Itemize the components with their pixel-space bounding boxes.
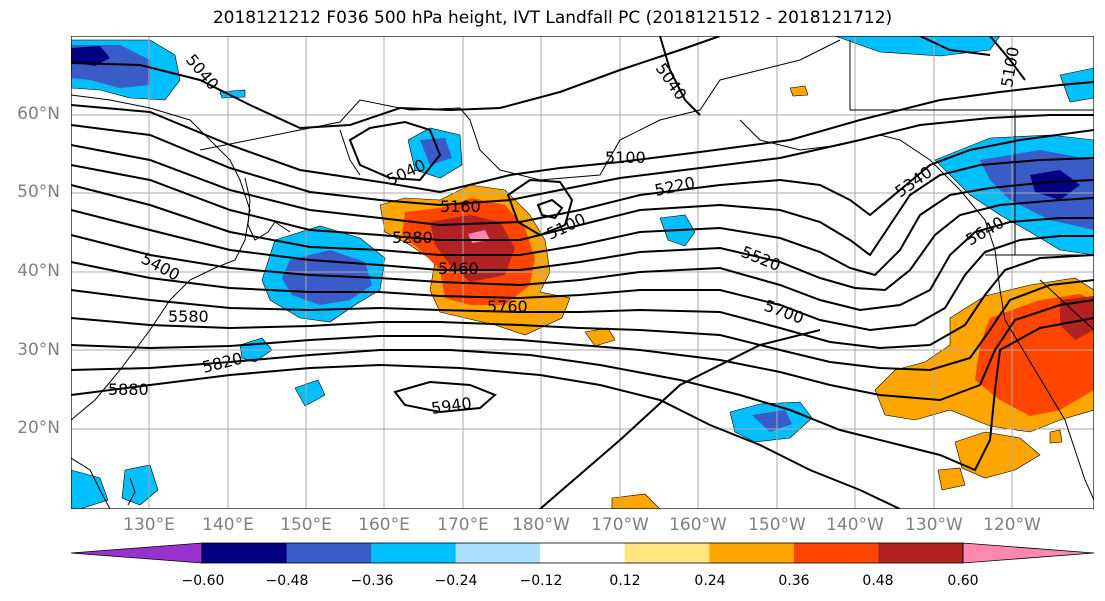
contour-label: 5100 xyxy=(605,148,646,167)
colorbar-extend-min xyxy=(71,542,203,564)
colorbar-cell xyxy=(371,543,457,563)
colorbar-tick-label: −0.60 xyxy=(181,573,225,589)
colorbar-cell xyxy=(455,543,541,563)
colorbar-tick-label: −0.12 xyxy=(519,573,563,589)
contour-label: 5340 xyxy=(891,162,935,201)
colorbar-tick-label: 0.24 xyxy=(694,573,726,589)
contour-label: 5880 xyxy=(108,380,149,399)
colorbar-tick-label: −0.36 xyxy=(350,573,394,589)
lon-label-170e: 170°E xyxy=(437,515,489,535)
colorbar-cell xyxy=(878,543,964,563)
colorbar-tick-label: −0.24 xyxy=(434,573,478,589)
lon-label-170w: 170°W xyxy=(591,515,649,535)
coastlines xyxy=(71,39,1094,509)
contour-label: 5040 xyxy=(384,155,429,189)
map-panel: 5040 5040 5100 5220 5340 5640 5040 5160 … xyxy=(71,36,1094,509)
height-contours xyxy=(71,36,1094,509)
colorbar-extend-max xyxy=(962,542,1094,564)
map-title: 2018121212 F036 500 hPa height, IVT Land… xyxy=(212,8,893,28)
colorbar-tick-label: −0.48 xyxy=(265,573,309,589)
lat-label-20n: 20°N xyxy=(17,418,60,438)
contour-label: 5820 xyxy=(200,349,244,377)
contour-label: 5280 xyxy=(392,228,433,247)
colorbar-cell xyxy=(540,543,626,563)
lon-label-120w: 120°W xyxy=(983,515,1041,535)
colorbar xyxy=(71,542,1094,564)
colorbar-cell xyxy=(709,543,795,563)
lon-label-150e: 150°E xyxy=(280,515,332,535)
graticule xyxy=(71,36,1094,509)
lat-label-30n: 30°N xyxy=(17,340,60,360)
lon-label-130e: 130°E xyxy=(123,515,175,535)
colorbar-outline xyxy=(201,542,964,564)
contour-label: 5700 xyxy=(762,296,807,328)
lat-label-40n: 40°N xyxy=(17,261,60,281)
contour-label: 5640 xyxy=(963,213,1008,250)
colorbar-tick-label: 0.12 xyxy=(609,573,641,589)
contour-label: 5160 xyxy=(440,197,481,216)
contour-label: 5460 xyxy=(438,259,479,278)
contour-label: 5220 xyxy=(653,173,697,200)
colorbar-tick-label: 0.60 xyxy=(947,573,979,589)
lon-label-140w: 140°W xyxy=(826,515,884,535)
lon-label-160e: 160°E xyxy=(358,515,410,535)
colorbar-cell xyxy=(286,543,372,563)
colorbar-cell xyxy=(202,543,288,563)
lon-label-150w: 150°W xyxy=(748,515,806,535)
lat-label-60n: 60°N xyxy=(17,104,60,124)
contour-label: 5940 xyxy=(430,393,473,417)
contour-label: 5580 xyxy=(168,307,209,326)
contour-label: 5040 xyxy=(652,59,691,103)
colorbar-tick-label: 0.36 xyxy=(778,573,810,589)
contour-label: 5760 xyxy=(487,297,528,316)
lon-label-180w: 180°W xyxy=(512,515,570,535)
contour-label: 5100 xyxy=(544,209,589,243)
contour-label: 5100 xyxy=(997,45,1023,88)
colorbar-cell xyxy=(793,543,879,563)
colorbar-cell xyxy=(624,543,710,563)
lon-label-140e: 140°E xyxy=(202,515,254,535)
lon-label-160w: 160°W xyxy=(669,515,727,535)
lon-label-130w: 130°W xyxy=(905,515,963,535)
lat-label-50n: 50°N xyxy=(17,182,60,202)
colorbar-tick-label: 0.48 xyxy=(862,573,894,589)
